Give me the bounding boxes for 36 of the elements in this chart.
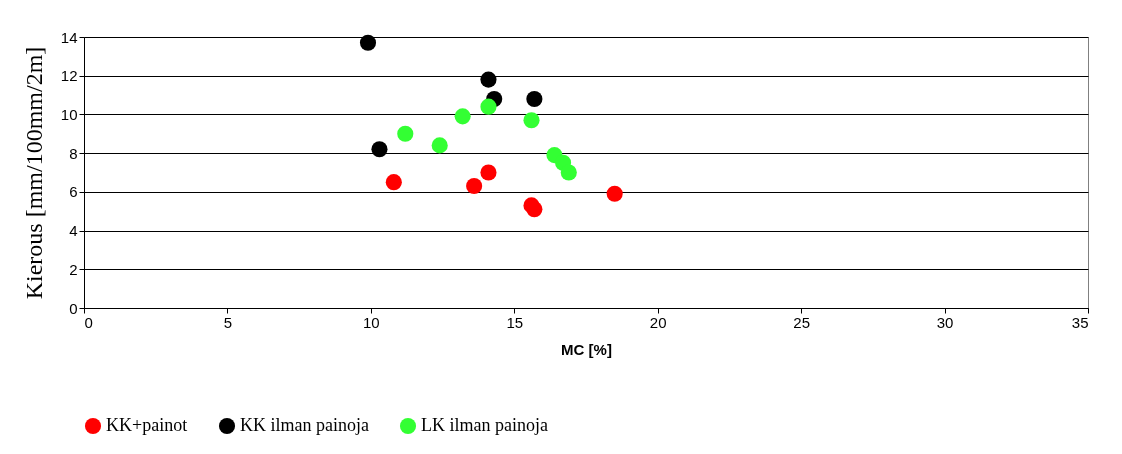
- point: [359, 34, 377, 51]
- point: [523, 112, 540, 129]
- x-tick-label: 20: [649, 313, 667, 331]
- point: [526, 201, 543, 218]
- point: [466, 178, 483, 195]
- x-tick-label: 5: [223, 313, 233, 331]
- y-tick-label: 14: [60, 28, 78, 46]
- y-axis-title: Kierous [mm/100mm/2m]: [20, 46, 47, 300]
- x-tick-label: 10: [363, 313, 380, 331]
- point: [560, 164, 577, 181]
- y-tick-label: 12: [60, 67, 78, 85]
- x-axis-title: MC [%]: [561, 340, 612, 358]
- x-tick-label: 15: [506, 313, 524, 331]
- point: [385, 174, 402, 191]
- point: [526, 90, 543, 107]
- y-tick-label: 4: [69, 222, 78, 240]
- x-tick-label: 35: [1071, 313, 1089, 331]
- legend-label: KK ilman painoja: [240, 415, 369, 435]
- y-tick-label: 2: [69, 260, 78, 278]
- point: [397, 125, 414, 142]
- y-tick-label: 10: [60, 105, 78, 123]
- y-tick-label: 0: [69, 299, 78, 317]
- x-tick-label: 30: [936, 313, 954, 331]
- point: [454, 108, 471, 125]
- y-tick-label: 6: [69, 183, 78, 201]
- point: [480, 164, 497, 181]
- legend-label: KK+painot: [106, 415, 188, 435]
- point: [431, 137, 448, 154]
- point: [371, 141, 388, 158]
- x-tick-label: 25: [793, 313, 810, 331]
- legend-label: LK ilman painoja: [421, 415, 548, 435]
- point: [606, 185, 623, 202]
- point: [480, 71, 497, 88]
- point: [480, 98, 497, 115]
- y-tick-label: 8: [69, 144, 78, 162]
- x-tick-label: 0: [84, 313, 93, 331]
